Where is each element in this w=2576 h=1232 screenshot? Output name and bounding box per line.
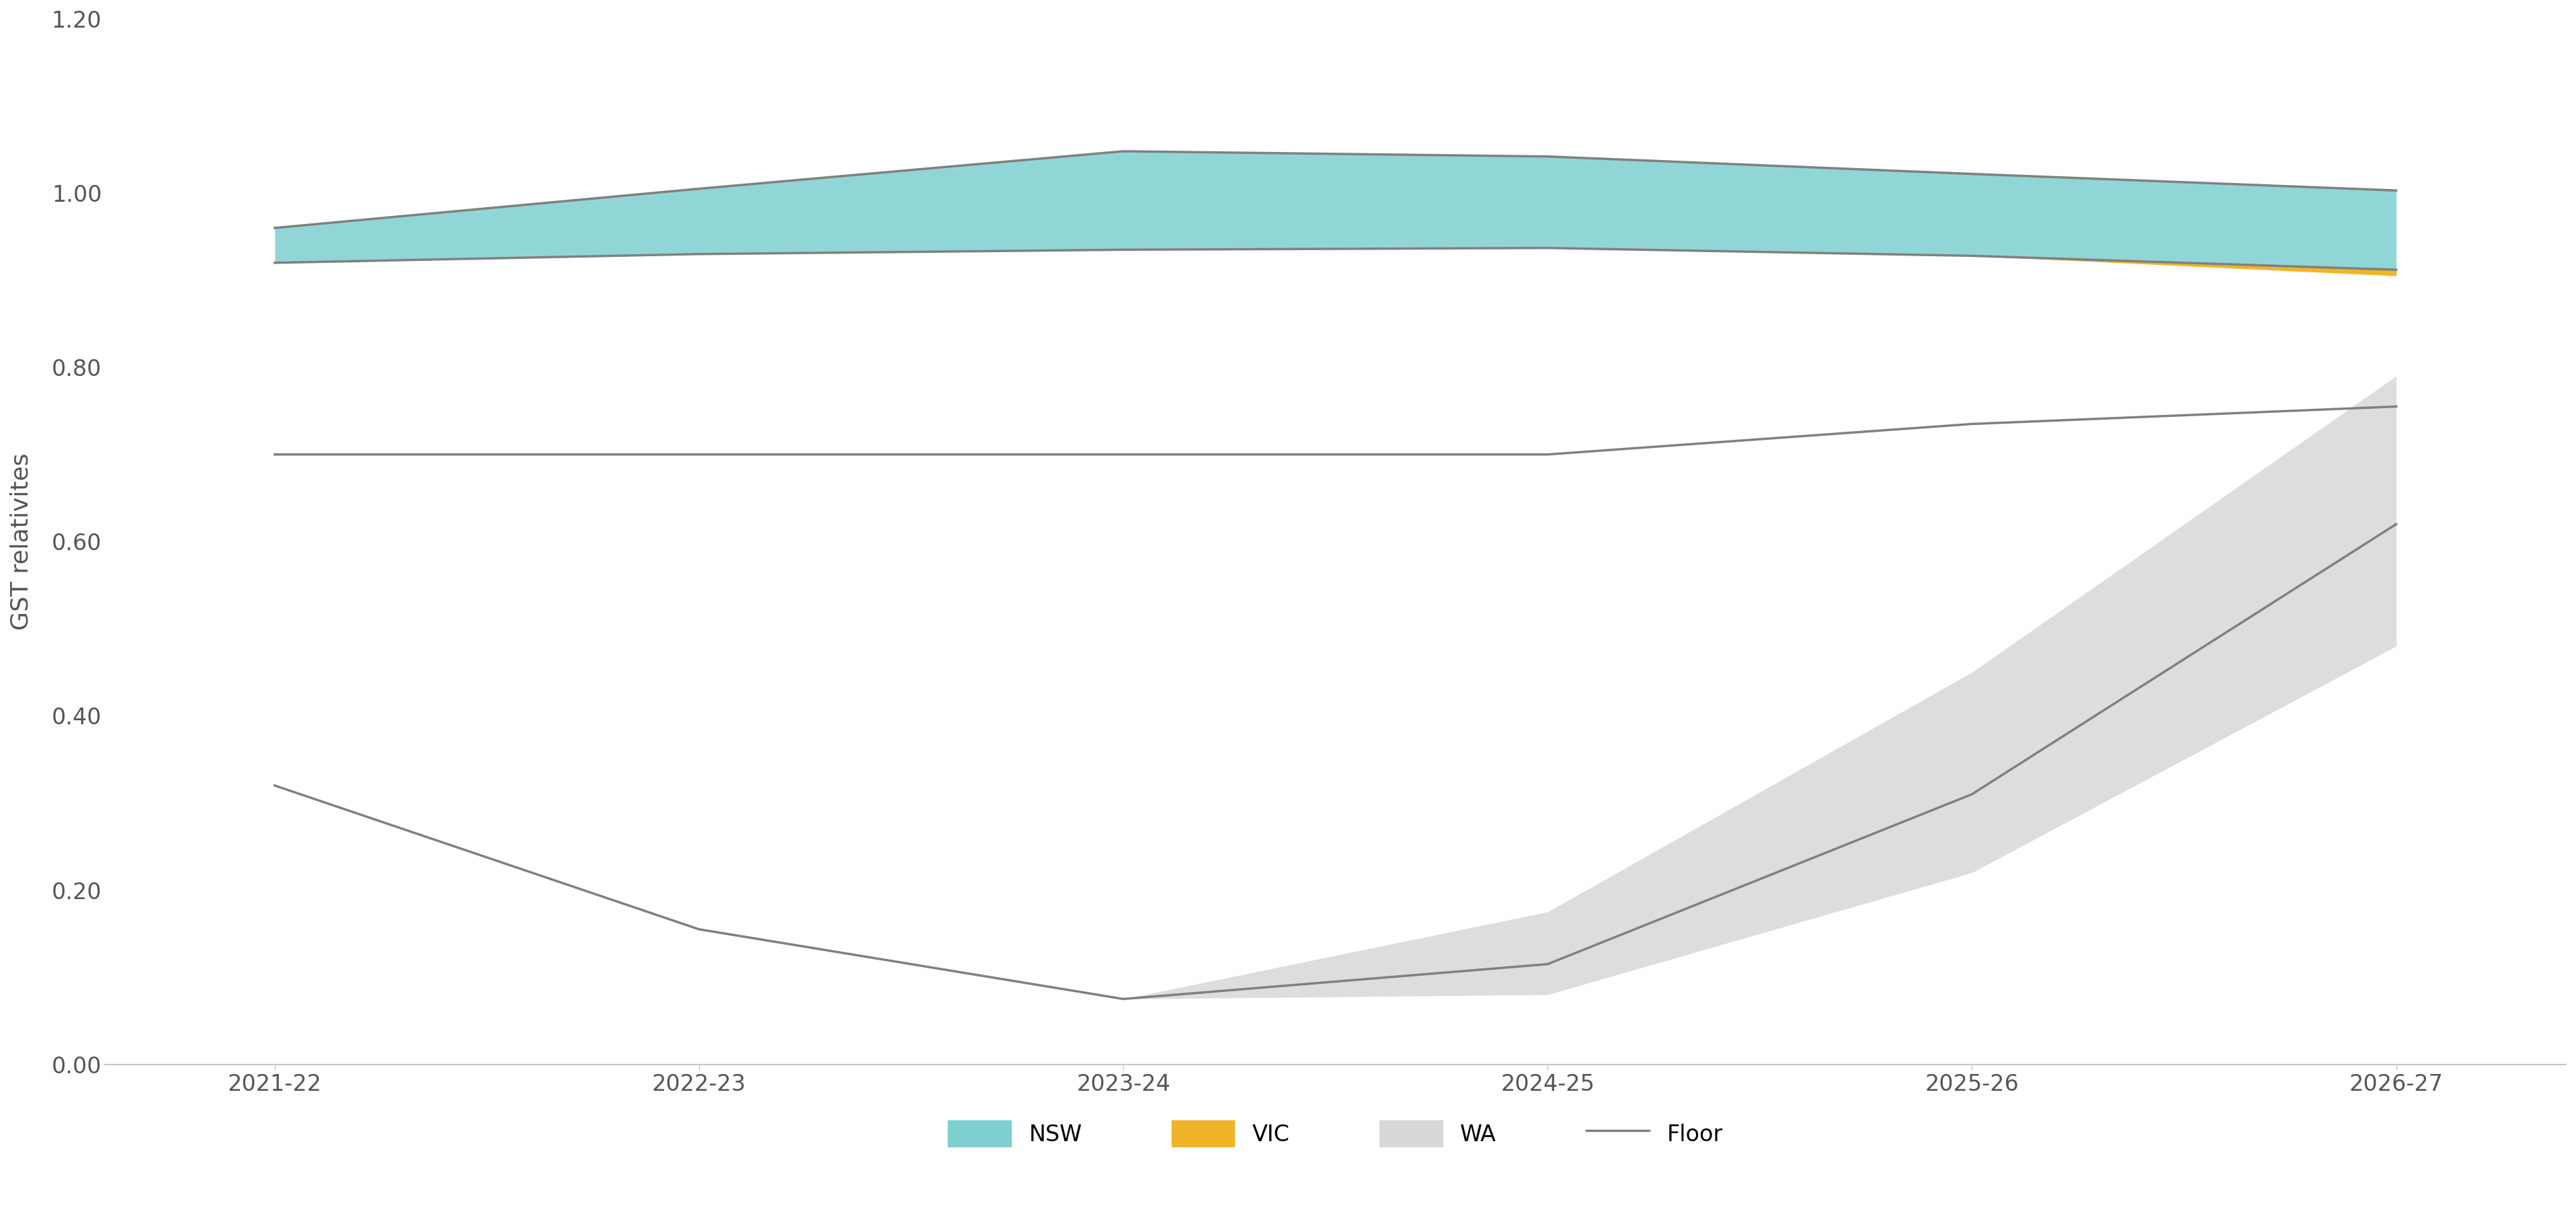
Y-axis label: GST relativites: GST relativites — [10, 453, 33, 631]
Legend: NSW, VIC, WA, Floor: NSW, VIC, WA, Floor — [938, 1109, 1734, 1158]
